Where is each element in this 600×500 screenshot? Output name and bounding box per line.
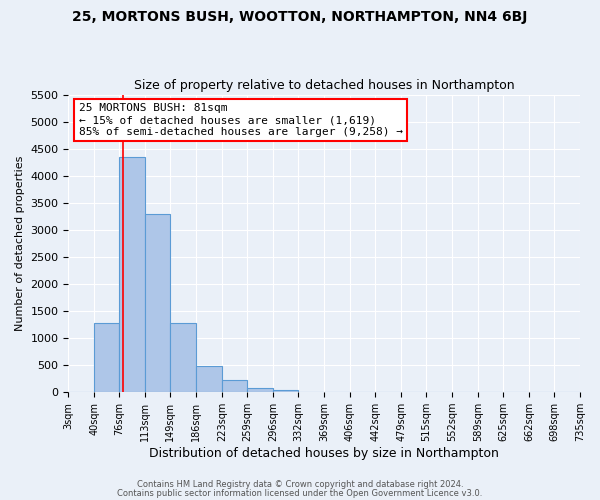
Bar bbox=[145, 214, 170, 392]
Bar bbox=[196, 366, 222, 392]
Bar bbox=[94, 324, 119, 392]
Text: Contains HM Land Registry data © Crown copyright and database right 2024.: Contains HM Land Registry data © Crown c… bbox=[137, 480, 463, 489]
Bar bbox=[247, 388, 273, 392]
Title: Size of property relative to detached houses in Northampton: Size of property relative to detached ho… bbox=[134, 79, 515, 92]
X-axis label: Distribution of detached houses by size in Northampton: Distribution of detached houses by size … bbox=[149, 447, 499, 460]
Bar bbox=[170, 324, 196, 392]
Bar bbox=[119, 157, 145, 392]
Text: 25, MORTONS BUSH, WOOTTON, NORTHAMPTON, NN4 6BJ: 25, MORTONS BUSH, WOOTTON, NORTHAMPTON, … bbox=[73, 10, 527, 24]
Bar bbox=[273, 390, 298, 392]
Text: 25 MORTONS BUSH: 81sqm
← 15% of detached houses are smaller (1,619)
85% of semi-: 25 MORTONS BUSH: 81sqm ← 15% of detached… bbox=[79, 104, 403, 136]
Text: Contains public sector information licensed under the Open Government Licence v3: Contains public sector information licen… bbox=[118, 488, 482, 498]
Y-axis label: Number of detached properties: Number of detached properties bbox=[15, 156, 25, 331]
Bar bbox=[222, 380, 247, 392]
